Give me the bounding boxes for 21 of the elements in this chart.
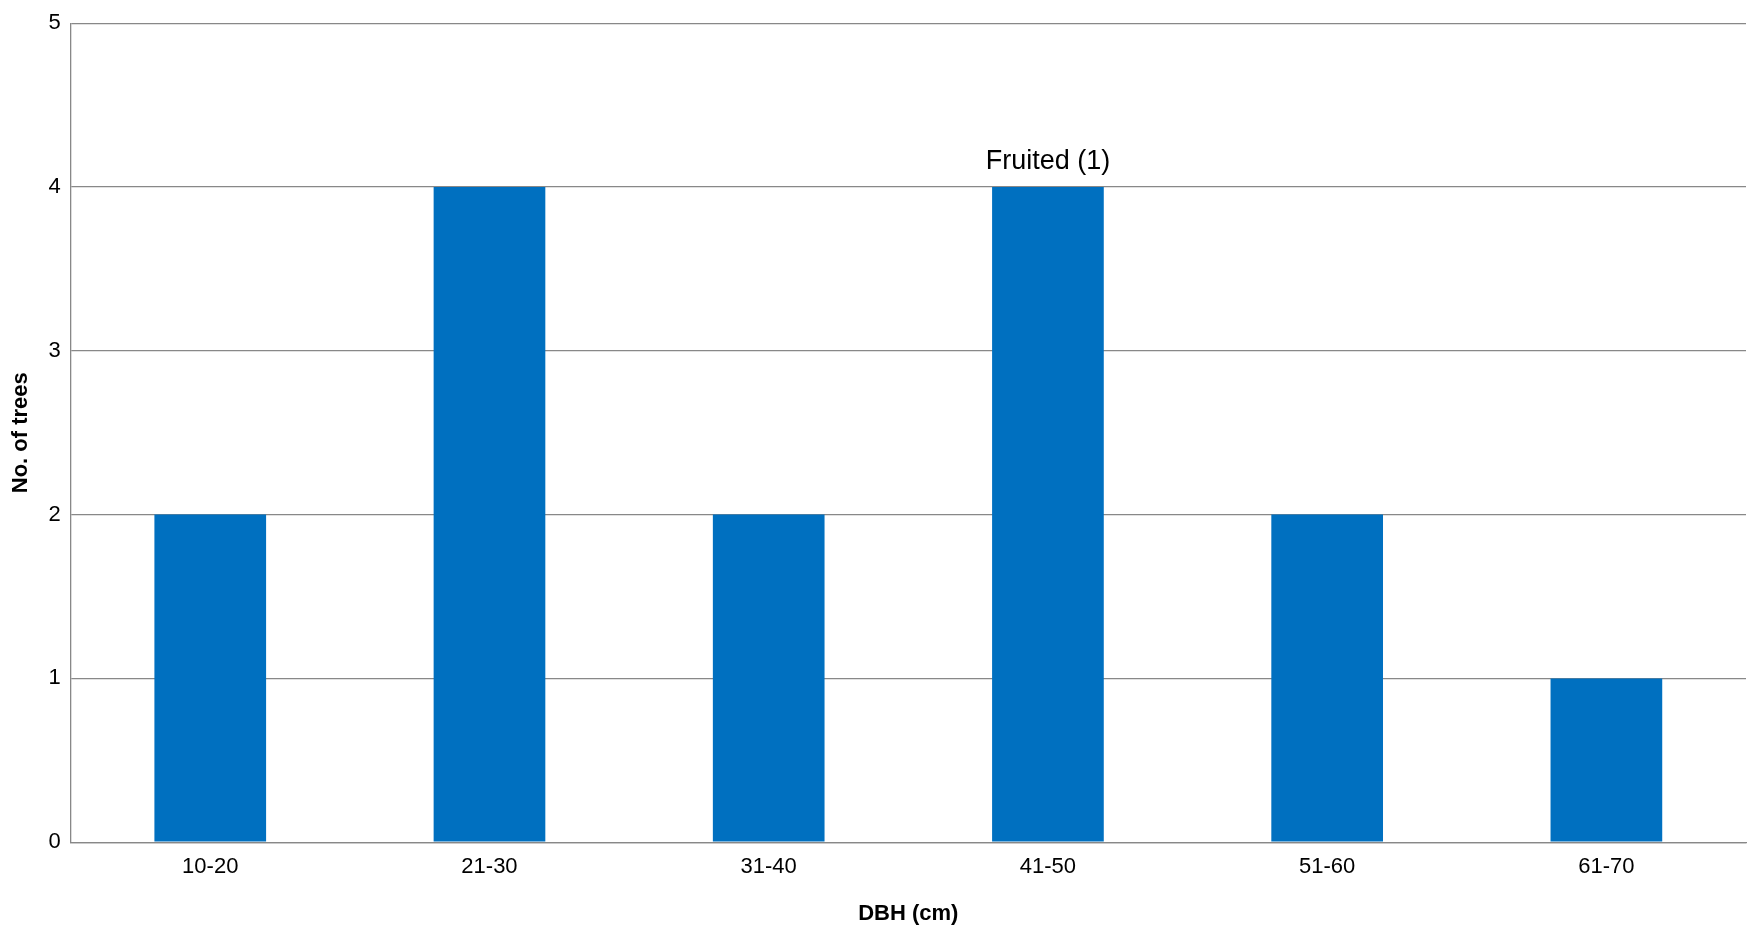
x-tick-label: 41-50 xyxy=(1019,853,1077,879)
bar xyxy=(433,187,546,842)
y-tick-label: 0 xyxy=(48,828,61,854)
bar xyxy=(1550,678,1663,842)
y-tick-label: 4 xyxy=(48,173,61,199)
x-axis-title: DBH (cm) xyxy=(858,899,959,925)
bar xyxy=(992,187,1104,842)
bar xyxy=(1271,514,1383,842)
x-tick-label: 10-20 xyxy=(182,853,239,879)
y-tick-label: 1 xyxy=(48,664,61,690)
y-tick-label: 3 xyxy=(48,336,61,362)
y-axis-title: No. of trees xyxy=(7,372,33,494)
x-tick-label: 51-60 xyxy=(1299,853,1356,879)
x-tick-label: 31-40 xyxy=(740,853,797,879)
y-tick-label: 5 xyxy=(48,9,61,35)
annotation: Fruited (1) xyxy=(985,144,1111,175)
bar xyxy=(712,514,825,842)
bar xyxy=(154,514,267,842)
x-tick-label: 21-30 xyxy=(461,853,518,879)
y-tick-label: 2 xyxy=(48,500,61,526)
x-tick-label: 61-70 xyxy=(1578,853,1635,879)
